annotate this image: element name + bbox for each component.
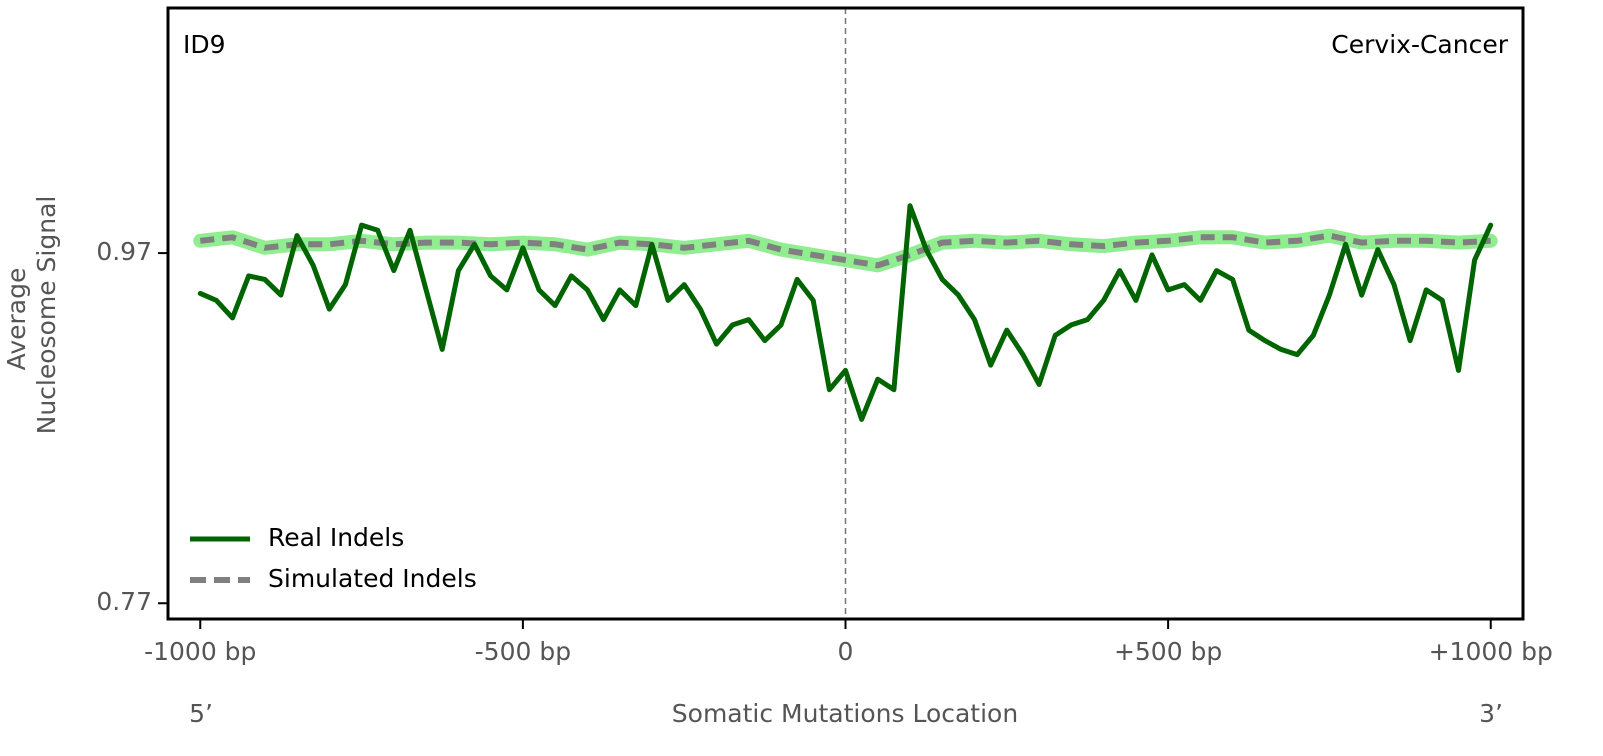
chart-title: ID9 (183, 30, 226, 59)
line (197, 203, 1494, 422)
x-tick-label: +1000 bp (1429, 637, 1553, 666)
line (199, 232, 1491, 269)
legend-label: Simulated Indels (268, 564, 477, 593)
plot-frame (166, 6, 1525, 621)
chart-subtitle: Cervix-Cancer (1331, 30, 1508, 59)
x-tick-label: -1000 bp (144, 637, 256, 666)
y-axis-label-line: Average (2, 268, 31, 371)
annotation: 5’ (189, 699, 213, 728)
y-axis-label: Average Nucleosome Signal (2, 196, 61, 435)
x-axis-label: Somatic Mutations Location (672, 699, 1018, 728)
y-tick-label: 0.97 (96, 237, 152, 266)
x-tick-label: -500 bp (475, 637, 571, 666)
y-axis-label-line: Nucleosome Signal (32, 196, 61, 435)
x-tick-label: 0 (838, 637, 854, 666)
annotation: 3’ (1479, 699, 1503, 728)
x-tick-label: +500 bp (1114, 637, 1222, 666)
legend-label: Real Indels (268, 523, 404, 552)
y-tick-label: 0.77 (96, 587, 152, 616)
